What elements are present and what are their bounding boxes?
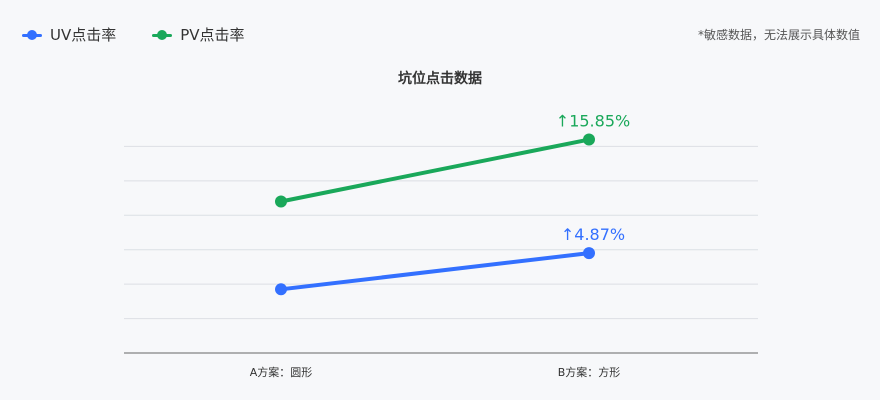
change-label: ↑15.85% — [556, 112, 630, 131]
x-tick-label: B方案：方形 — [558, 365, 621, 379]
legend-item-uv[interactable]: UV点击率 — [22, 24, 116, 45]
sensitive-data-note: *敏感数据，无法展示具体数值 — [697, 28, 860, 42]
legend-marker-uv-icon — [22, 28, 42, 42]
legend-item-pv[interactable]: PV点击率 — [152, 24, 245, 45]
data-point — [583, 133, 595, 146]
chart-title: 坑位点击数据 — [398, 71, 482, 87]
data-point — [583, 247, 595, 260]
data-point — [275, 283, 287, 296]
x-tick-label: A方案：圆形 — [250, 365, 313, 379]
change-label: ↑4.87% — [561, 225, 625, 244]
data-point — [275, 195, 287, 208]
series-line — [279, 251, 591, 292]
legend-marker-pv-icon — [152, 28, 173, 42]
legend-label-uv: UV点击率 — [50, 26, 117, 44]
legend-label-pv: PV点击率 — [180, 26, 245, 44]
legend: UV点击率 PV点击率 — [22, 24, 245, 45]
series-line — [279, 137, 591, 204]
